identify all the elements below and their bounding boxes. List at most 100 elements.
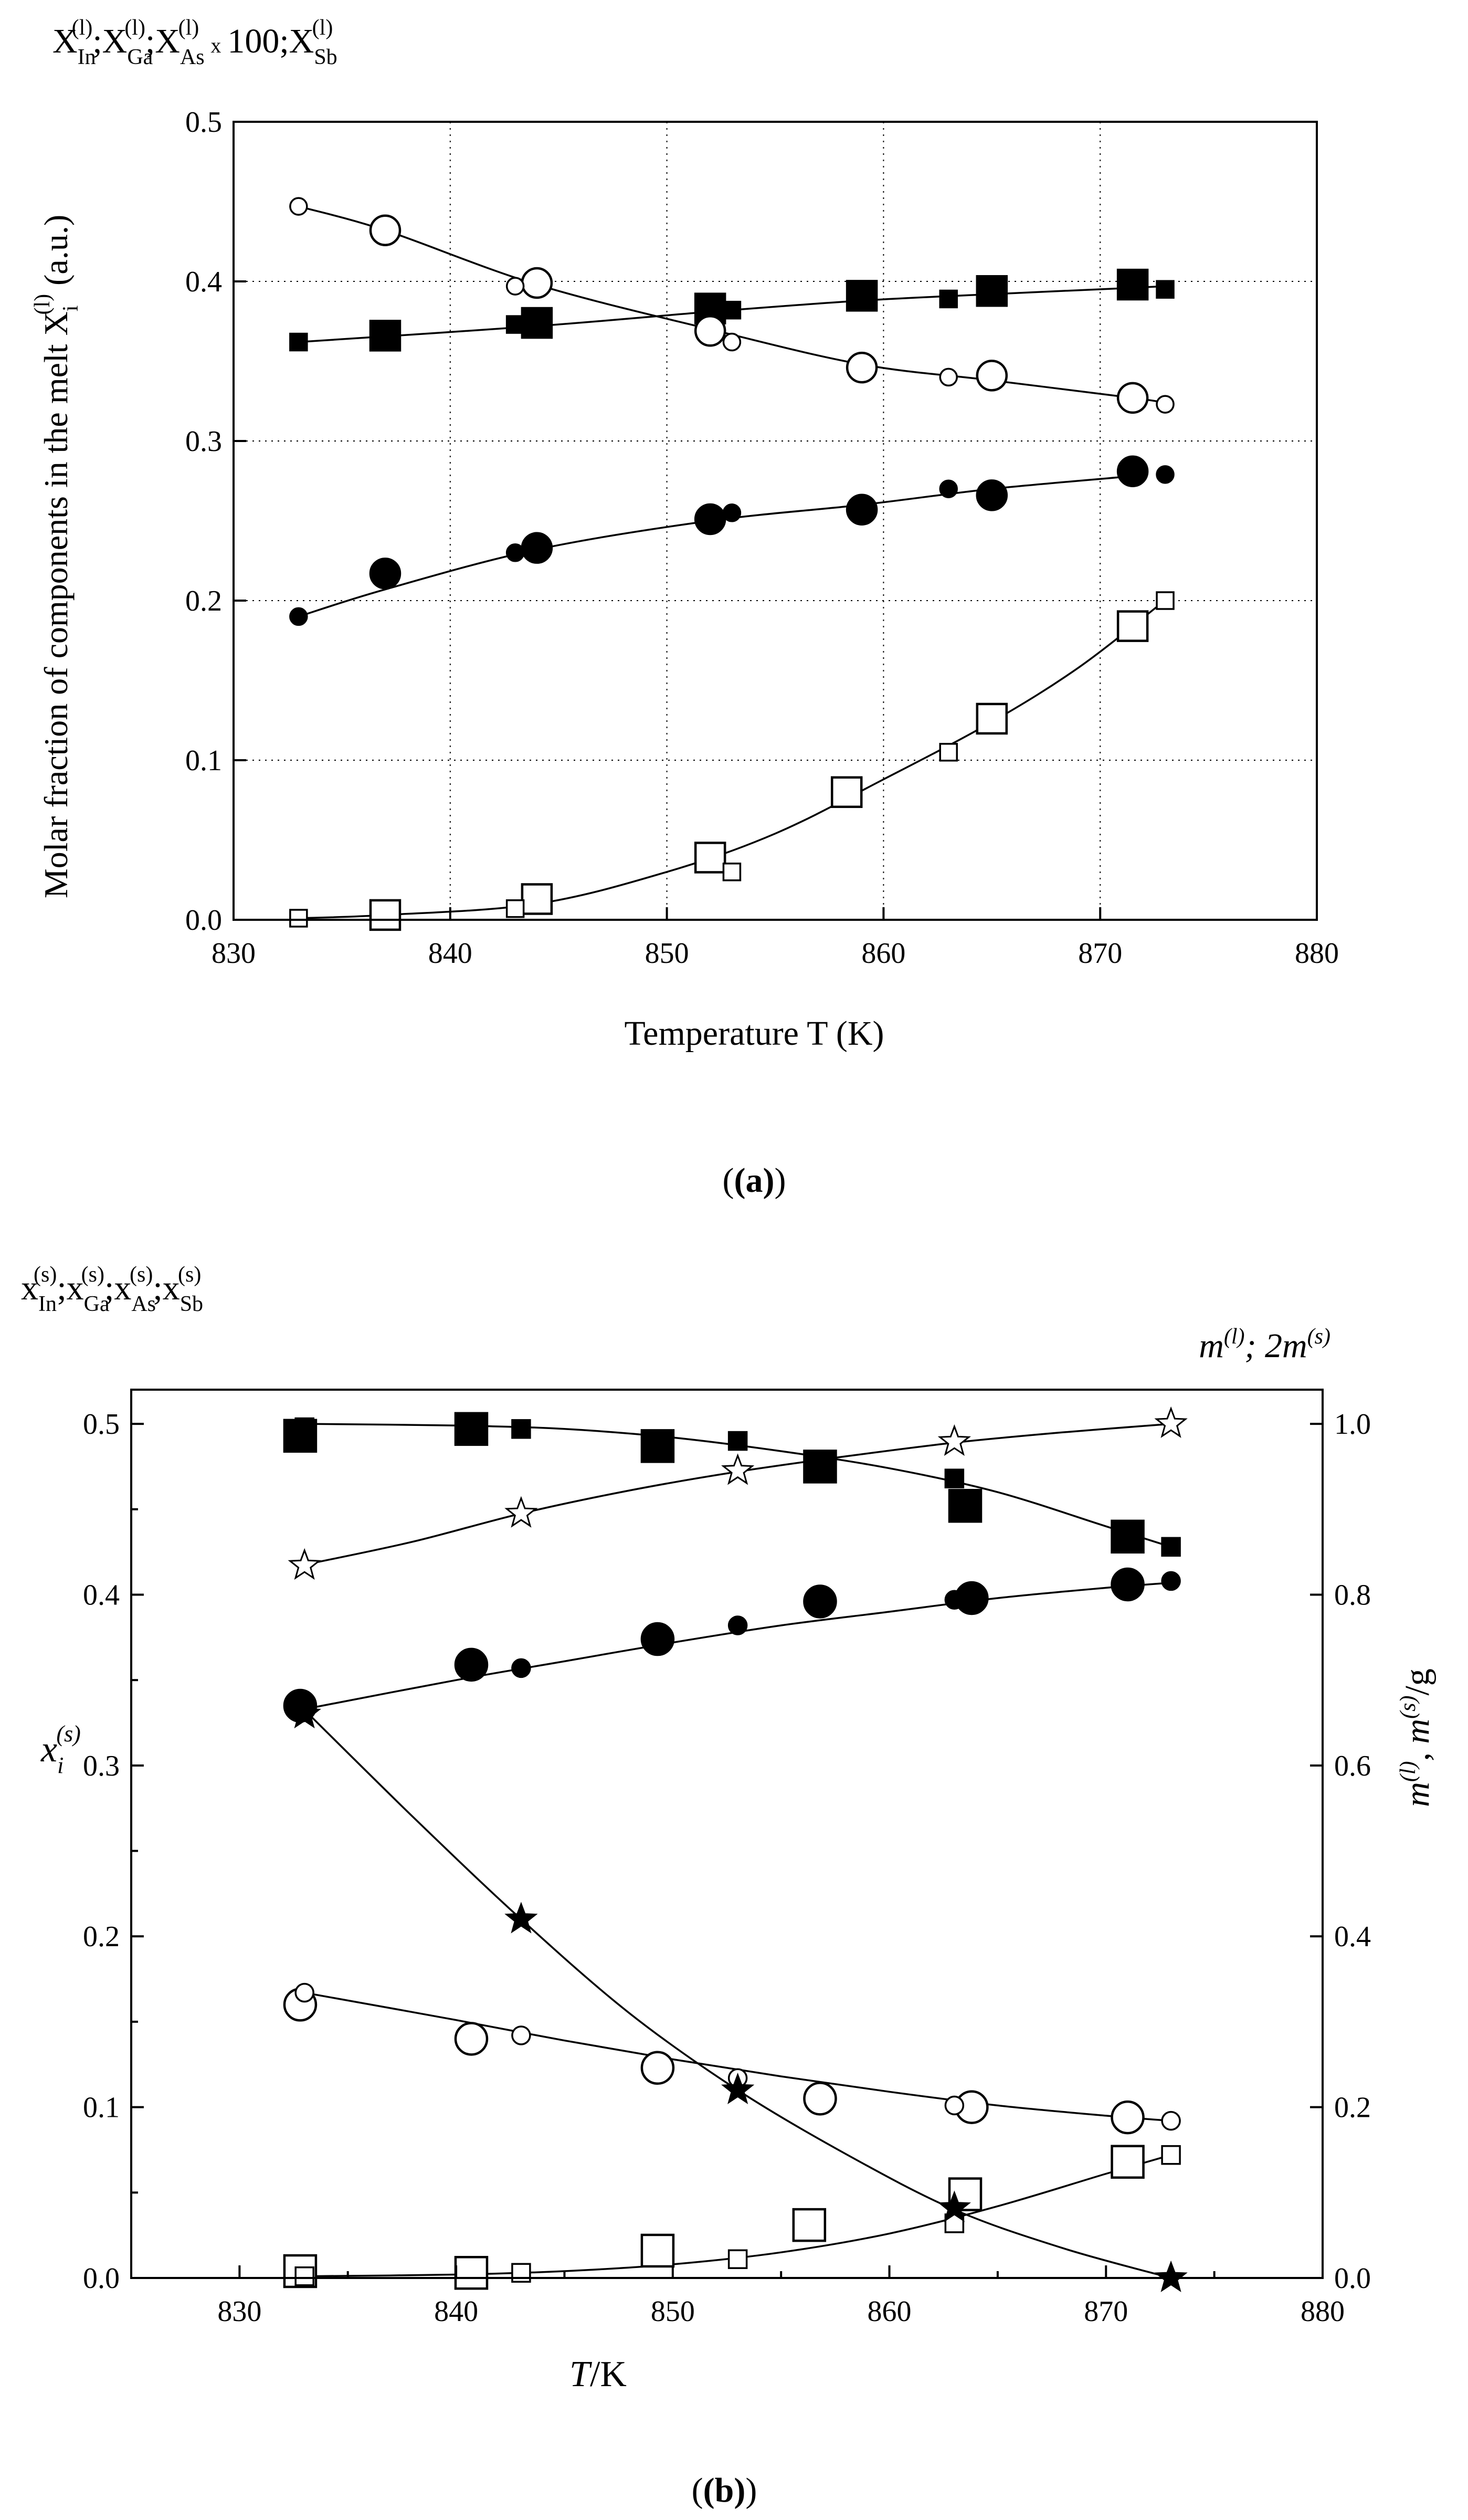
marker-large-open-squares (521, 883, 553, 915)
x-tick-label: 850 (651, 2295, 695, 2328)
marker-small-filled-circles (1161, 1571, 1181, 1591)
y2-tick-label: 0.2 (1334, 2092, 1371, 2124)
marker-large-open-squares (640, 2233, 675, 2268)
x-tick-label: 870 (1078, 937, 1122, 970)
marker-large-filled-circles (976, 479, 1008, 511)
marker-small-open-stars (721, 1453, 755, 1485)
marker-small-open-squares (505, 899, 525, 918)
y-tick-label: 0.2 (83, 1920, 120, 1953)
x-axis-label-b: T/K (569, 2354, 627, 2395)
marker-small-filled-circles (722, 503, 742, 522)
marker-small-open-squares (939, 743, 958, 762)
y2-tick-label: 1.0 (1334, 1408, 1371, 1441)
marker-small-filled-squares (727, 1431, 748, 1451)
marker-small-filled-squares (939, 289, 958, 309)
y-tick-label: 0.5 (185, 106, 222, 139)
fit-curve-filled-squares (298, 285, 1166, 343)
marker-small-open-squares (1156, 591, 1175, 610)
marker-large-filled-squares (369, 320, 402, 352)
marker-small-open-circles (289, 197, 308, 216)
marker-large-open-squares (1116, 610, 1149, 642)
marker-small-open-squares (511, 2263, 531, 2283)
x-tick-label: 840 (428, 937, 472, 970)
marker-small-filled-circles (727, 1615, 748, 1635)
marker-small-open-circles (1156, 395, 1175, 414)
marker-large-filled-squares (803, 1450, 837, 1484)
plot-frame-b (130, 1389, 1324, 2279)
x-tick-label: 860 (861, 937, 905, 970)
ticks-a (233, 121, 1318, 921)
marker-small-filled-squares (511, 1419, 531, 1439)
x-tick-labels-a: 830 840 850 860 870 880 (212, 937, 1339, 970)
y-tick-label: 0.0 (83, 2262, 120, 2295)
x-tick-label: 880 (1301, 2295, 1345, 2328)
right-corner-label-b: m(l); 2m(s) (1199, 1325, 1330, 1365)
marker-small-filled-circles (511, 1658, 531, 1678)
fit-curve-filled-circles (304, 1581, 1171, 1710)
marker-small-open-squares (727, 2249, 748, 2269)
marker-small-open-circles (944, 2095, 965, 2116)
y-tick-label: 0.2 (185, 585, 222, 617)
marker-large-filled-squares (454, 1412, 489, 1446)
data-markers-b (283, 1406, 1188, 2292)
marker-small-open-squares (289, 909, 308, 928)
x-tick-label: 830 (217, 2295, 261, 2328)
marker-large-filled-squares (948, 1489, 983, 1523)
marker-small-filled-squares (1161, 1537, 1181, 1557)
marker-large-open-squares (830, 776, 863, 808)
marker-large-filled-squares (640, 1429, 675, 1463)
marker-large-filled-circles (1116, 455, 1149, 488)
marker-small-open-stars (937, 1424, 971, 1456)
x-tick-label: 830 (212, 937, 256, 970)
marker-small-open-circles (939, 368, 958, 387)
y-axis-label-a: Molar fraction of components in the melt… (30, 215, 83, 898)
y-tick-label: 0.4 (185, 266, 222, 298)
marker-small-open-squares (722, 863, 742, 881)
marker-large-open-circles (976, 360, 1008, 392)
marker-small-filled-squares (1156, 280, 1175, 299)
marker-small-filled-squares (722, 300, 742, 320)
panel-label-b: ((b)) (692, 2471, 757, 2510)
marker-small-open-stars (1154, 1406, 1188, 1438)
y2-axis-label-b: m(l), m(s)/g (1396, 1668, 1437, 1807)
panel-b: xIn(s);xGa(s);xAs(s);xSb(s) m(l); 2m(s) … (21, 1263, 1437, 2510)
fit-curves-b (303, 1423, 1171, 2279)
marker-large-open-circles (521, 267, 553, 299)
marker-large-open-circles (846, 351, 878, 384)
y-tick-label: 0.1 (83, 2092, 120, 2124)
y2-tick-label: 0.6 (1334, 1750, 1371, 1782)
y2-tick-label: 0.8 (1334, 1579, 1371, 1611)
marker-large-filled-circles (694, 503, 726, 536)
marker-large-filled-circles (1111, 1567, 1145, 1602)
marker-small-filled-stars (721, 2072, 755, 2104)
x-axis-label-a: Temperature T (K) (624, 1014, 884, 1053)
marker-small-open-stars (288, 1548, 321, 1580)
fit-curve-filled-stars (303, 1709, 1171, 2279)
marker-small-filled-stars (937, 2190, 971, 2222)
fit-curve-open-circles (298, 205, 1166, 404)
x-tick-label: 880 (1295, 937, 1339, 970)
marker-large-filled-circles (369, 558, 402, 590)
y-tick-label: 0.1 (185, 744, 222, 777)
y2-tick-labels-b: 0.0 0.2 0.4 0.6 0.8 1.0 (1334, 1408, 1371, 2295)
corner-label-a: XIn(l);XGa(l);XAs(l)x 100;XSb(l) (52, 16, 337, 69)
marker-large-open-circles (1116, 382, 1149, 414)
x-tick-labels-b: 830 840 850 860 870 880 (217, 2295, 1345, 2328)
marker-large-filled-circles (846, 494, 878, 526)
marker-large-filled-circles (521, 532, 553, 564)
panel-a: XIn(l);XGa(l);XAs(l)x 100;XSb(l) Molar fr… (30, 16, 1339, 1200)
marker-small-open-circles (722, 332, 742, 352)
fit-curve-open-circles (304, 1991, 1171, 2122)
marker-large-open-squares (694, 842, 726, 874)
marker-small-filled-stars (1154, 2260, 1188, 2292)
plot-frame-a (233, 121, 1318, 921)
marker-small-open-squares (1161, 2145, 1181, 2165)
y-tick-label: 0.3 (83, 1750, 120, 1782)
marker-large-filled-circles (640, 1622, 675, 1656)
marker-large-open-circles (694, 314, 726, 347)
x-tick-label: 850 (645, 937, 689, 970)
panel-label-a: ((a)) (723, 1161, 786, 1200)
marker-large-filled-squares (846, 280, 878, 312)
marker-small-filled-stars (288, 1696, 321, 1729)
